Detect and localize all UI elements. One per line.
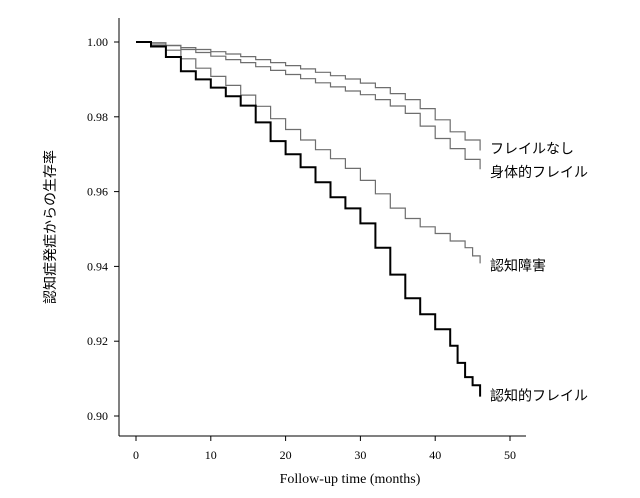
x-tick-label: 50 xyxy=(504,448,516,462)
y-tick-label: 0.96 xyxy=(87,185,108,199)
series-line xyxy=(136,41,481,264)
x-tick-label: 20 xyxy=(280,448,292,462)
plot-frame xyxy=(118,18,526,437)
series-lines xyxy=(136,41,482,397)
y-tick-label: 1.00 xyxy=(87,35,108,49)
x-tick-label: 0 xyxy=(133,448,139,462)
y-tick-label: 0.98 xyxy=(87,110,108,124)
x-tick-label: 30 xyxy=(354,448,366,462)
y-tick-label: 0.94 xyxy=(87,259,108,273)
series-line xyxy=(136,41,482,397)
y-tick-label: 0.90 xyxy=(87,409,108,423)
x-tick-label: 40 xyxy=(429,448,441,462)
x-axis-ticks: 0 10 20 30 40 50 xyxy=(133,436,516,462)
series-line xyxy=(136,41,481,151)
series-label: 認知障害 xyxy=(490,257,546,274)
series-line xyxy=(136,41,481,170)
y-axis-label: 認知症発症からの生存率 xyxy=(42,150,59,304)
series-label: 身体的フレイル xyxy=(490,165,588,181)
x-tick-label: 10 xyxy=(205,448,217,462)
series-label: 認知的フレイル xyxy=(490,388,588,405)
y-tick-label: 0.92 xyxy=(87,334,108,348)
x-axis-label: Follow-up time (months) xyxy=(280,472,421,487)
y-axis-ticks: 0.90 0.92 0.94 0.96 0.98 1.00 xyxy=(87,35,119,423)
series-label: フレイルなし xyxy=(490,141,574,157)
